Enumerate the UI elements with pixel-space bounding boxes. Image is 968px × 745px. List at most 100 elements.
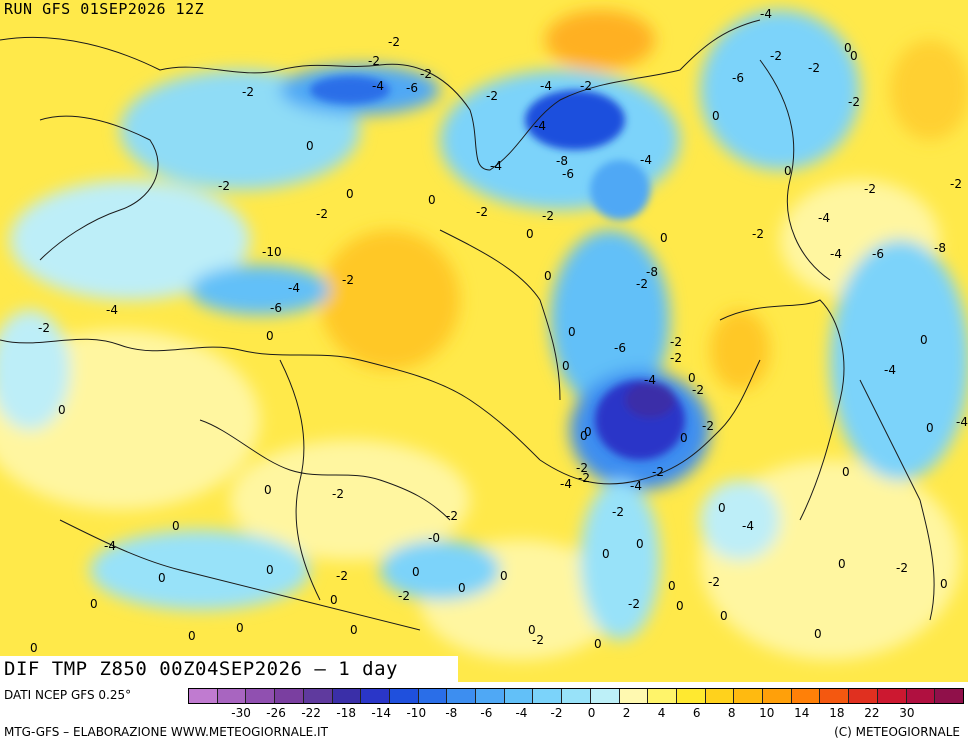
colorbar-tick-label: 22 — [864, 706, 880, 720]
contour-label: -6 — [562, 167, 574, 181]
colorbar-cell — [734, 689, 764, 703]
colorbar-cell — [476, 689, 505, 703]
contour-label: -2 — [342, 273, 354, 287]
contour-label: 0 — [688, 371, 696, 385]
colorbar-tick-label: 0 — [587, 706, 596, 720]
contour-label: 0 — [680, 431, 688, 445]
contour-label: -6 — [406, 81, 418, 95]
contour-label: 0 — [350, 623, 358, 637]
contour-label: 0 — [306, 139, 314, 153]
contour-label: -6 — [270, 301, 282, 315]
contour-label: 0 — [584, 425, 592, 439]
run-label: RUN GFS 01SEP2026 12Z — [4, 0, 205, 18]
contour-label: -2 — [848, 95, 860, 109]
contour-label: -0 — [428, 531, 440, 545]
colorbar — [188, 688, 964, 704]
contour-label: 0 — [838, 557, 846, 571]
contour-label: 0 — [526, 227, 534, 241]
contour-label: 0 — [636, 537, 644, 551]
map-title: DIF TMP Z850 00Z04SEP2026 – 1 day — [4, 658, 398, 680]
contour-label: -2 — [242, 85, 254, 99]
colorbar-cell — [676, 689, 706, 703]
contour-label: -2 — [336, 569, 348, 583]
contour-label: -8 — [646, 265, 658, 279]
contour-label: -8 — [556, 154, 568, 168]
colorbar-tick-label: -22 — [301, 706, 321, 720]
contour-label: 0 — [602, 547, 610, 561]
contour-label: 0 — [676, 599, 684, 613]
contour-label: -4 — [534, 119, 546, 133]
colorbar-cell — [389, 689, 419, 703]
contour-label: -4 — [288, 281, 300, 295]
colorbar-tick-label: -8 — [445, 706, 458, 720]
contour-label: -2 — [692, 383, 704, 397]
contour-label: 0 — [528, 623, 536, 637]
colorbar-tick-label: 18 — [829, 706, 845, 720]
contour-label: -2 — [670, 335, 682, 349]
contour-label: -2 — [542, 209, 554, 223]
colorbar-cell — [533, 689, 563, 703]
contour-label: 0 — [842, 465, 850, 479]
contour-label: 0 — [30, 641, 38, 655]
colorbar-cell — [447, 689, 477, 703]
colorbar-tick-label: -2 — [550, 706, 563, 720]
contour-label: 0 — [844, 41, 852, 55]
contour-label: -6 — [872, 247, 884, 261]
contour-label: 0 — [718, 501, 726, 515]
colorbar-cell — [849, 689, 878, 703]
contour-label: -2 — [420, 67, 432, 81]
contour-label: 0 — [346, 187, 354, 201]
temperature-difference-map: -4-2-2-4 -6-2-2 -2 -4 -2-4-8 -6-4-6-2 00-2… — [0, 0, 968, 682]
contour-label: -2 — [770, 49, 782, 63]
colorbar-cell — [906, 689, 936, 703]
contour-label: 0 — [660, 231, 668, 245]
contour-label: -2 — [476, 205, 488, 219]
contour-label: 0 — [158, 571, 166, 585]
contour-label: -2 — [316, 207, 328, 221]
contour-label: -4 — [884, 363, 896, 377]
contour-label: -2 — [636, 277, 648, 291]
contour-label: -2 — [398, 589, 410, 603]
contour-label: 0 — [172, 519, 180, 533]
contour-label: -2 — [368, 54, 380, 68]
colorbar-tick-label: -14 — [371, 706, 392, 720]
contour-label: -4 — [106, 303, 118, 317]
contour-label: 0 — [926, 421, 934, 435]
contour-label: 0 — [850, 49, 858, 63]
contour-label: -8 — [934, 241, 946, 255]
contour-label: 0 — [188, 629, 196, 643]
colorbar-cell — [217, 689, 247, 703]
colorbar-cell — [935, 689, 963, 703]
colorbar-cell — [877, 689, 907, 703]
contour-label: -2 — [628, 597, 640, 611]
contour-label: -2 — [864, 182, 876, 196]
contour-label: 0 — [594, 637, 602, 651]
contour-label: 0 — [266, 563, 274, 577]
colorbar-cell — [275, 689, 304, 703]
colorbar-cell — [332, 689, 362, 703]
contour-label: -4 — [760, 7, 772, 21]
colorbar-tick-label: 6 — [692, 706, 701, 720]
contour-label: 0 — [264, 483, 272, 497]
colorbar-cell — [705, 689, 735, 703]
contour-label: 0 — [458, 581, 466, 595]
colorbar-tick-label: -26 — [266, 706, 286, 720]
title-bar — [0, 656, 458, 682]
contour-label: 0 — [580, 429, 588, 443]
data-source: DATI NCEP GFS 0.25° — [4, 688, 132, 702]
contour-label: 0 — [330, 593, 338, 607]
contour-label: -2 — [612, 505, 624, 519]
colorbar-tick-label: 14 — [794, 706, 810, 720]
contour-label: -2 — [708, 575, 720, 589]
contour-label: -2 — [218, 179, 230, 193]
contour-label: -4 — [956, 415, 968, 429]
contour-label: -2 — [580, 79, 592, 93]
contour-label: -2 — [38, 321, 50, 335]
contour-label: 0 — [568, 325, 576, 339]
colorbar-tick-label: 8 — [727, 706, 736, 720]
colorbar-tick-label: 30 — [899, 706, 915, 720]
contour-label: -6 — [732, 71, 744, 85]
colorbar-tick-label: -30 — [231, 706, 251, 720]
contour-label: -4 — [372, 79, 384, 93]
colorbar-tick-label: 2 — [622, 706, 631, 720]
